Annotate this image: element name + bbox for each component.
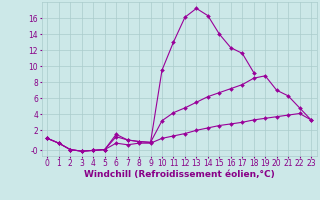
X-axis label: Windchill (Refroidissement éolien,°C): Windchill (Refroidissement éolien,°C) bbox=[84, 170, 275, 179]
